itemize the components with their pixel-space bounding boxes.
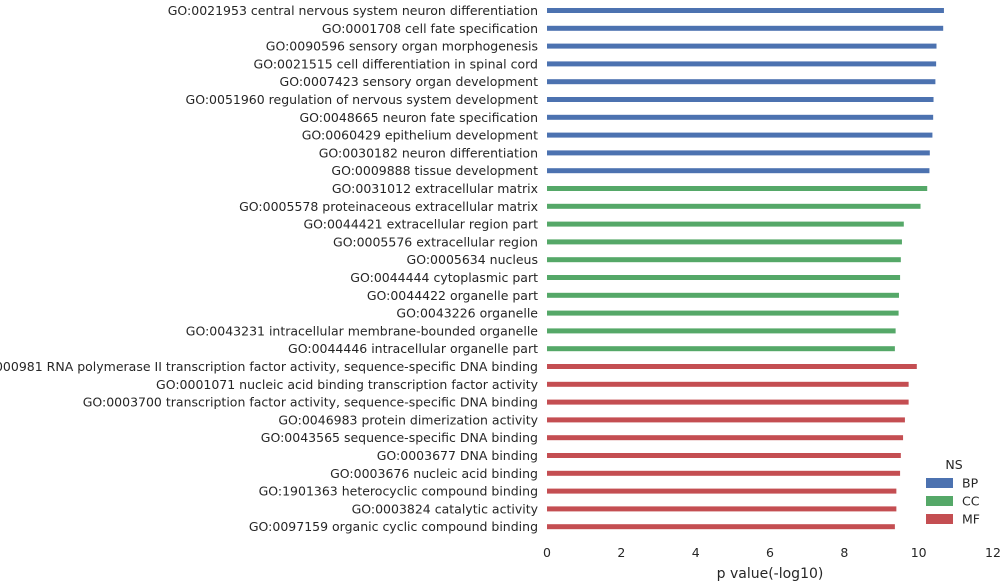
x-tick-label: 6 [766, 545, 774, 560]
bar-bp [547, 79, 936, 85]
category-label: GO:0043226 organelle [396, 306, 538, 321]
category-label: GO:0005578 proteinaceous extracellular m… [239, 199, 538, 214]
category-label: GO:1901363 heterocyclic compound binding [259, 484, 538, 499]
category-label: GO:0044422 organelle part [367, 288, 538, 303]
category-label: GO:0051960 regulation of nervous system … [186, 92, 539, 107]
legend-title: NS [945, 457, 962, 472]
category-label: GO:0003677 DNA binding [377, 448, 538, 463]
bar-bp [547, 8, 944, 13]
category-label: GO:0090596 sensory organ morphogenesis [266, 39, 538, 54]
category-label: GO:0009888 tissue development [331, 163, 538, 178]
bar-bp [547, 97, 934, 102]
bar-mf [547, 381, 909, 387]
x-tick-label: 12 [985, 545, 1001, 560]
bar-bp [547, 25, 944, 31]
bar-cc [547, 275, 901, 280]
category-label: GO:0021953 central nervous system neuron… [168, 3, 538, 18]
category-label: GO:0021515 cell differentiation in spina… [254, 56, 538, 71]
legend: NS BP CC MF [926, 457, 980, 527]
bar-mf [547, 470, 901, 476]
bar-bp [547, 150, 930, 156]
bar-cc [547, 239, 902, 245]
category-label: GO:0060429 epithelium development [302, 128, 538, 143]
category-label: GO:0005576 extracellular region [333, 234, 538, 249]
bar-cc [547, 346, 895, 352]
bar-bp [547, 114, 934, 120]
bar-bp [547, 168, 930, 174]
category-label: GO:0046983 protein dimerization activity [278, 412, 538, 427]
category-label: GO:0044444 cytoplasmic part [350, 270, 538, 285]
category-label: GO:0030182 neuron differentiation [319, 145, 538, 160]
legend-swatch-bp [926, 478, 953, 488]
bar-bp [547, 43, 937, 49]
x-tick-label: 0 [543, 545, 551, 560]
category-label: GO:0001071 nucleic acid binding transcri… [156, 377, 539, 392]
legend-label-mf: MF [962, 512, 980, 527]
bar-mf [547, 417, 905, 423]
legend-label-cc: CC [962, 494, 980, 509]
bar-mf [547, 506, 897, 512]
category-label: GO:0003676 nucleic acid binding [330, 466, 538, 481]
x-tick-label: 10 [911, 545, 927, 560]
x-axis-label: p value(-log10) [717, 566, 824, 582]
bar-mf [547, 488, 897, 494]
x-tick-labels-group: 0 2 4 6 8 10 12 [543, 545, 1001, 560]
bar-bp [547, 61, 937, 67]
bar-cc [547, 328, 896, 334]
bar-mf [547, 399, 909, 405]
category-label: GO:0043565 sequence-specific DNA binding [261, 430, 538, 445]
category-label: GO:0044446 intracellular organelle part [288, 341, 538, 356]
bar-cc [547, 186, 928, 191]
bar-mf [547, 524, 895, 530]
bar-mf [547, 435, 904, 441]
x-tick-label: 2 [617, 545, 625, 560]
x-tick-label: 8 [840, 545, 848, 560]
category-label: GO:0007423 sensory organ development [280, 74, 539, 89]
category-label: GO:0005634 nucleus [407, 252, 538, 267]
bar-cc [547, 221, 904, 227]
category-label: GO:0043231 intracellular membrane-bounde… [186, 323, 539, 338]
category-labels-group: GO:0021953 central nervous system neuron… [0, 3, 539, 534]
bars-group [547, 8, 944, 530]
category-label: GO:0097159 organic cyclic compound bindi… [249, 519, 538, 534]
category-label: GO:0000981 RNA polymerase II transcripti… [0, 359, 538, 374]
legend-swatch-cc [926, 496, 953, 506]
category-label: GO:0048665 neuron fate specification [299, 110, 538, 125]
legend-swatch-mf [926, 514, 953, 524]
category-label: GO:0001708 cell fate specification [322, 21, 538, 36]
bar-mf [547, 364, 917, 369]
category-label: GO:0044421 extracellular region part [303, 217, 538, 232]
bar-cc [547, 257, 901, 263]
x-tick-label: 4 [692, 545, 700, 560]
category-label: GO:0003700 transcription factor activity… [83, 395, 538, 410]
bar-cc [547, 310, 899, 316]
bar-cc [547, 203, 921, 209]
bar-mf [547, 453, 901, 458]
bar-cc [547, 292, 899, 298]
legend-label-bp: BP [962, 476, 979, 491]
category-label: GO:0003824 catalytic activity [352, 501, 539, 516]
bar-bp [547, 132, 933, 138]
category-label: GO:0031012 extracellular matrix [332, 181, 538, 196]
